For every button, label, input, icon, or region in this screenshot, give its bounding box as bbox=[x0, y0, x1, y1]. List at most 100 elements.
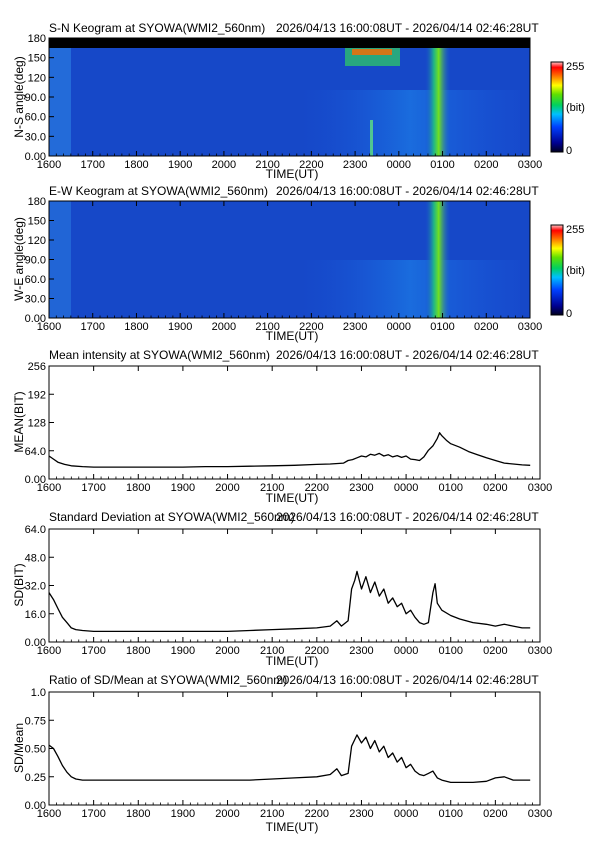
mean-x-tick-label: 0200 bbox=[483, 482, 507, 494]
sn-colorbar-unit: (bit) bbox=[566, 102, 585, 114]
sd-axes: 1600 1700 1800 1900 2000 2100 2200 2300 0000 0100… bbox=[25, 524, 553, 657]
sd-x-tick-label: 1900 bbox=[171, 645, 195, 657]
ratio-y-tick-label: 0.00 bbox=[25, 800, 46, 812]
sn-keogram-x-tick-label: 0100 bbox=[430, 159, 454, 171]
ratio-panel: Ratio of SD/Mean at SYOWA(WMI2_560nm) 20… bbox=[12, 673, 552, 834]
ew-keogram-x-tick-label: 0300 bbox=[518, 321, 542, 333]
ew-keogram-y-tick-label: 90.0 bbox=[25, 255, 46, 267]
ratio-x-tick-label: 0100 bbox=[438, 808, 462, 820]
sn-keogram-x-tick-label: 2200 bbox=[299, 159, 323, 171]
ratio-x-tick-label: 1600 bbox=[37, 808, 61, 820]
ew-keogram-x-tick-label: 0000 bbox=[387, 321, 411, 333]
mean-x-tick-label: 1600 bbox=[37, 482, 61, 494]
sd-x-tick-label: 1600 bbox=[37, 645, 61, 657]
ew-colorbar-min: 0 bbox=[566, 308, 572, 320]
mean-x-tick-label: 2300 bbox=[349, 482, 373, 494]
ew-keogram-x-tick-label: 1600 bbox=[37, 321, 61, 333]
sd-title: Standard Deviation at SYOWA(WMI2_560nm) bbox=[49, 510, 295, 524]
sn-colorbar bbox=[550, 61, 564, 153]
sd-y-tick-label: 48.0 bbox=[25, 552, 46, 564]
sn-keogram-spike bbox=[370, 120, 373, 156]
mean-x-tick-label: 1900 bbox=[171, 482, 195, 494]
mean-y-tick-label: 0.00 bbox=[25, 474, 46, 486]
sd-x-tick-label: 2300 bbox=[349, 645, 373, 657]
ew-keogram-y-tick-label: 60.0 bbox=[25, 274, 46, 286]
ratio-y-tick-label: 1.0 bbox=[31, 687, 46, 699]
ew-colorbar-max: 255 bbox=[566, 224, 584, 236]
ratio-x-tick-label: 2200 bbox=[305, 808, 329, 820]
sn-keogram-x-tick-label: 0200 bbox=[474, 159, 498, 171]
sn-keogram-x-tick-label: 1900 bbox=[168, 159, 192, 171]
ew-keogram-x-tick-label: 2100 bbox=[255, 321, 279, 333]
sn-keogram-y-tick-label: 0.00 bbox=[25, 151, 46, 163]
sn-keogram-y-tick-label: 150 bbox=[28, 53, 46, 65]
sd-panel: Standard Deviation at SYOWA(WMI2_560nm) … bbox=[12, 510, 552, 668]
sd-series-line bbox=[48, 570, 531, 633]
mean-title: Mean intensity at SYOWA(WMI2_560nm) bbox=[49, 348, 270, 362]
ratio-series-line bbox=[48, 734, 531, 784]
mean-y-tick-label: 128 bbox=[28, 418, 46, 430]
mean-x-tick-label: 0300 bbox=[528, 482, 552, 494]
sn-keogram-axes: 1600 1700 1800 1900 2000 2100 2200 2300 0000 0100… bbox=[25, 33, 543, 171]
sn-keogram-xlabel: TIME(UT) bbox=[266, 167, 319, 181]
sn-keogram-x-tick-label: 1700 bbox=[80, 159, 104, 171]
ratio-x-tick-label: 1900 bbox=[171, 808, 195, 820]
ratio-ylabel: SD/Mean bbox=[12, 723, 26, 773]
sd-y-tick-label: 16.0 bbox=[25, 609, 46, 621]
sd-x-tick-label: 2000 bbox=[215, 645, 239, 657]
mean-x-tick-label: 0100 bbox=[438, 482, 462, 494]
mean-y-tick-label: 64.0 bbox=[25, 446, 46, 458]
sd-y-tick-label: 32.0 bbox=[25, 581, 46, 593]
ew-keogram-xlabel: TIME(UT) bbox=[266, 329, 319, 343]
sd-x-tick-label: 1700 bbox=[81, 645, 105, 657]
sn-keogram-x-tick-label: 2000 bbox=[212, 159, 236, 171]
ew-keogram-subtitle: 2026/04/13 16:00:08UT - 2026/04/14 02:46… bbox=[276, 184, 539, 198]
ew-keogram-x-tick-label: 0200 bbox=[474, 321, 498, 333]
ratio-axes: 1600 1700 1800 1900 2000 2100 2200 2300 0000 0100… bbox=[25, 687, 553, 820]
sn-keogram-y-tick-label: 120 bbox=[28, 72, 46, 84]
mean-subtitle: 2026/04/13 16:00:08UT - 2026/04/14 02:46… bbox=[276, 348, 539, 362]
ew-keogram-ylabel: W-E angle(deg) bbox=[12, 217, 26, 301]
sd-subtitle: 2026/04/13 16:00:08UT - 2026/04/14 02:46… bbox=[276, 510, 539, 524]
ratio-x-tick-label: 2300 bbox=[349, 808, 373, 820]
ew-keogram-aurora-band bbox=[425, 201, 450, 318]
ew-keogram-late-brightening bbox=[300, 260, 520, 318]
ratio-x-tick-label: 0000 bbox=[394, 808, 418, 820]
sn-keogram-title: S-N Keogram at SYOWA(WMI2_560nm) bbox=[49, 21, 265, 35]
ew-keogram-twilight-band bbox=[49, 201, 71, 318]
sn-keogram-y-tick-label: 30.0 bbox=[25, 131, 46, 143]
ratio-title: Ratio of SD/Mean at SYOWA(WMI2_560nm) bbox=[49, 673, 287, 687]
ew-colorbar-unit: (bit) bbox=[566, 265, 585, 277]
sd-x-tick-label: 2100 bbox=[260, 645, 284, 657]
ratio-x-tick-label: 1800 bbox=[126, 808, 150, 820]
mean-x-tick-label: 1700 bbox=[81, 482, 105, 494]
mean-plot-frame bbox=[48, 365, 541, 480]
sn-keogram-subtitle: 2026/04/13 16:00:08UT - 2026/04/14 02:46… bbox=[276, 21, 539, 35]
ratio-x-tick-label: 2100 bbox=[260, 808, 284, 820]
ew-keogram-y-tick-label: 120 bbox=[28, 235, 46, 247]
sd-x-tick-label: 0100 bbox=[438, 645, 462, 657]
ew-keogram-x-tick-label: 1800 bbox=[124, 321, 148, 333]
sn-keogram-twilight-band bbox=[49, 48, 71, 156]
ew-keogram-axes: 1600 1700 1800 1900 2000 2100 2200 2300 0000 0100… bbox=[25, 196, 543, 333]
sn-keogram-aurora-band bbox=[425, 48, 450, 156]
ratio-x-tick-label: 2000 bbox=[215, 808, 239, 820]
ew-keogram-x-tick-label: 2200 bbox=[299, 321, 323, 333]
mean-x-tick-label: 2000 bbox=[215, 482, 239, 494]
ew-keogram-title: E-W Keogram at SYOWA(WMI2_560nm) bbox=[49, 184, 268, 198]
sd-plot-frame bbox=[48, 528, 541, 643]
sn-colorbar-max: 255 bbox=[566, 61, 584, 73]
mean-xlabel: TIME(UT) bbox=[266, 491, 319, 505]
ew-keogram-y-tick-label: 30.0 bbox=[25, 294, 46, 306]
ew-keogram-panel: E-W Keogram at SYOWA(WMI2_560nm) 2026/04… bbox=[12, 184, 585, 343]
mean-ylabel: MEAN(BIT) bbox=[12, 391, 26, 452]
sn-keogram-panel: S-N Keogram at SYOWA(WMI2_560nm) 2026/04… bbox=[12, 21, 585, 181]
ratio-y-tick-label: 0.75 bbox=[25, 715, 46, 727]
sn-keogram-late-brightening bbox=[300, 90, 520, 156]
ratio-xlabel: TIME(UT) bbox=[266, 820, 319, 834]
ratio-y-tick-label: 0.25 bbox=[25, 772, 46, 784]
sd-y-tick-label: 64.0 bbox=[25, 524, 46, 536]
sd-y-tick-label: 0.00 bbox=[25, 637, 46, 649]
ew-keogram-x-tick-label: 1700 bbox=[80, 321, 104, 333]
